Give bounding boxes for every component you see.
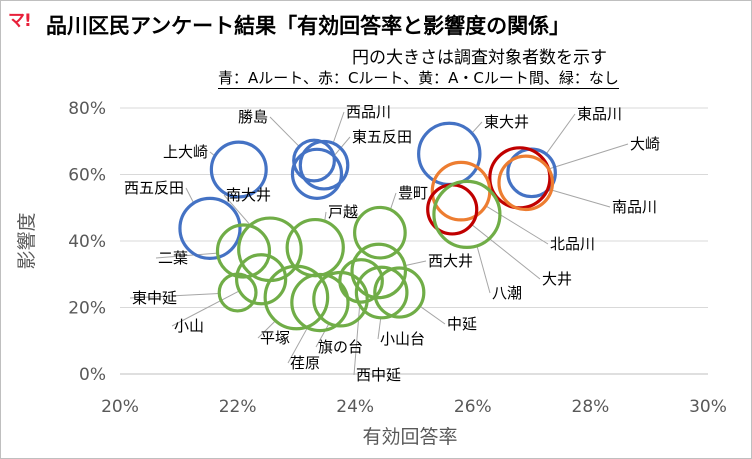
point-label: 上大崎	[163, 143, 208, 161]
point-label: 南品川	[612, 198, 657, 216]
x-tick-label: 20%	[101, 397, 139, 417]
x-axis-title: 有効回答率	[362, 426, 457, 448]
x-tick-label: 26%	[454, 397, 492, 417]
point-label: 八潮	[492, 284, 522, 302]
axes: 0% 20% 40% 60% 80% 20% 22% 24% 26% 28% 30% 有効回答率 影響度	[16, 99, 727, 448]
x-tick-label: 30%	[689, 397, 727, 417]
leader-line	[287, 327, 308, 364]
leader-line	[332, 111, 345, 144]
leader-line	[419, 305, 446, 325]
bubble-orange	[497, 154, 555, 212]
bubble-green	[353, 205, 407, 260]
point-label: 南大井	[226, 186, 271, 204]
point-label: 豊町	[398, 184, 428, 202]
y-tick-label: 60%	[68, 166, 106, 186]
leader-line	[551, 189, 611, 208]
leader-line	[404, 260, 427, 267]
bubble-green	[354, 265, 409, 320]
bubble-green	[432, 179, 502, 249]
leader-line	[129, 292, 220, 299]
chart-subtitle: 円の大きさは調査対象者数を示す	[352, 48, 607, 68]
bubble-green	[373, 266, 426, 319]
point-label: 東大井	[484, 113, 529, 131]
point-label: 平塚	[260, 329, 290, 347]
point-label: 荏原	[290, 354, 320, 372]
brand-logo: マ!	[8, 11, 32, 31]
point-label: 勝島	[238, 108, 268, 126]
point-label: 北品川	[550, 235, 595, 253]
bubble-green	[290, 272, 350, 333]
point-label: 小山	[174, 317, 204, 335]
bubble-blue	[209, 140, 268, 199]
bubble-blue	[290, 147, 344, 200]
leader-line	[155, 252, 218, 259]
y-tick-label: 0%	[79, 365, 106, 385]
point-label: 西五反田	[124, 179, 184, 197]
bubble-green	[338, 258, 384, 304]
point-label: 東五反田	[352, 128, 412, 146]
x-tick-label: 28%	[572, 397, 610, 417]
legend-note: 青：Aルート、赤：Cルート、黄：A・Cルート間、緑：なし	[218, 69, 619, 89]
bubble-green	[235, 253, 288, 306]
bubble-blue	[417, 121, 482, 187]
point-label: 東品川	[577, 105, 622, 123]
y-tick-label: 20%	[68, 299, 106, 319]
x-tick-label: 22%	[219, 397, 257, 417]
leader-line	[389, 192, 397, 210]
chart-title: 品川区民アンケート結果「有効回答率と影響度の関係」	[46, 14, 571, 38]
point-label: 西中延	[356, 366, 401, 384]
bubble-green	[215, 223, 272, 279]
point-label: 大井	[542, 270, 572, 288]
bubble-green	[263, 264, 330, 331]
leader-line	[485, 205, 549, 245]
leader-line	[185, 187, 195, 204]
bubbles	[178, 121, 557, 333]
leader-line	[548, 143, 629, 170]
leader-line	[171, 290, 240, 327]
x-tick-label: 24%	[336, 397, 374, 417]
point-label: 東中延	[132, 289, 177, 307]
leader-line	[223, 194, 251, 226]
point-label: 中延	[447, 315, 477, 333]
point-label: 戸越	[328, 203, 358, 221]
leader-lines	[129, 111, 629, 376]
leader-line	[471, 224, 541, 280]
y-axis-title: 影響度	[16, 212, 38, 269]
leader-line	[257, 320, 276, 339]
point-label: 小山台	[380, 330, 425, 348]
point-label: 大崎	[630, 135, 660, 153]
leader-line	[377, 317, 382, 340]
y-tick-label: 80%	[68, 99, 106, 119]
leader-line	[476, 245, 491, 294]
point-label: 旗の台	[318, 338, 363, 356]
leader-line	[471, 121, 483, 134]
leader-line	[333, 136, 351, 157]
point-label: 二葉	[158, 249, 188, 267]
leader-line	[315, 323, 330, 348]
bubble-blue	[298, 139, 350, 191]
leader-line	[353, 302, 361, 376]
bubble-green	[350, 242, 408, 300]
leader-line	[269, 116, 300, 147]
bubble-orange	[430, 160, 492, 222]
bubble-blue	[178, 196, 242, 260]
y-tick-label: 40%	[68, 232, 106, 252]
point-label: 西品川	[346, 103, 391, 121]
bubble-blue	[292, 138, 336, 183]
leader-line	[545, 113, 576, 155]
point-label: 西大井	[428, 252, 473, 270]
